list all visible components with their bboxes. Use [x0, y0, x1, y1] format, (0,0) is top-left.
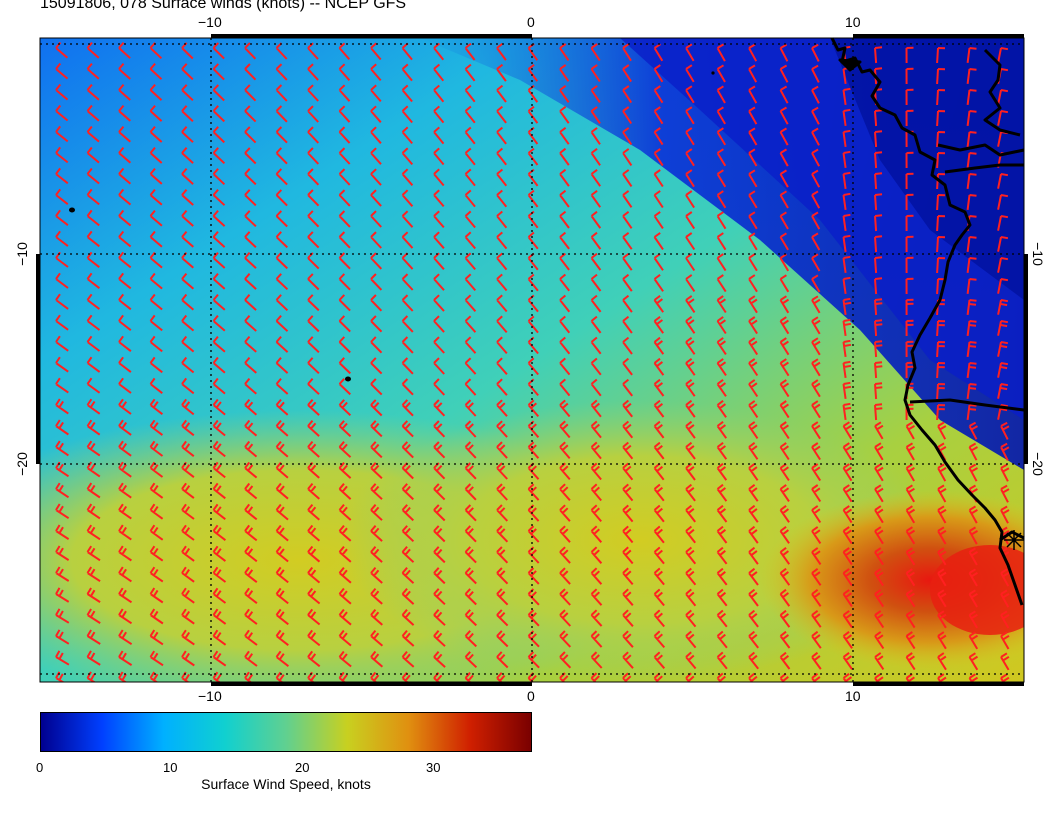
wind-barbs — [55, 41, 1010, 682]
axis-border-bars — [36, 34, 1028, 686]
right-tick-lat-neg10: −10 — [1029, 242, 1046, 266]
colorbar-label: Surface Wind Speed, knots — [201, 776, 371, 792]
island-dots — [69, 71, 715, 382]
africa-coastline — [830, 37, 1025, 606]
colorbar-tick-0: 0 — [36, 760, 44, 775]
wind-barb-paths — [55, 41, 1010, 682]
left-tick-lat-neg20: −20 — [13, 452, 30, 476]
wind-speed-field — [40, 38, 1024, 682]
colorbar — [40, 712, 532, 752]
right-tick-lat-neg20: −20 — [1029, 452, 1046, 476]
colorbar-tick-30: 30 — [426, 760, 441, 775]
top-tick-lon-10: 10 — [845, 14, 861, 30]
top-tick-lon-neg10: −10 — [198, 14, 222, 30]
left-tick-lat-neg10: −10 — [13, 242, 30, 266]
colorbar-tick-20: 20 — [295, 760, 310, 775]
bottom-tick-lon-0: 0 — [527, 688, 535, 704]
colorbar-tick-10: 10 — [163, 760, 178, 775]
map-title: 15091806, 078 Surface winds (knots) -- N… — [40, 0, 407, 12]
bottom-tick-lon-10: 10 — [845, 688, 861, 704]
bottom-tick-lon-neg10: −10 — [198, 688, 222, 704]
graticule — [40, 38, 1024, 682]
top-tick-lon-0: 0 — [527, 14, 535, 30]
